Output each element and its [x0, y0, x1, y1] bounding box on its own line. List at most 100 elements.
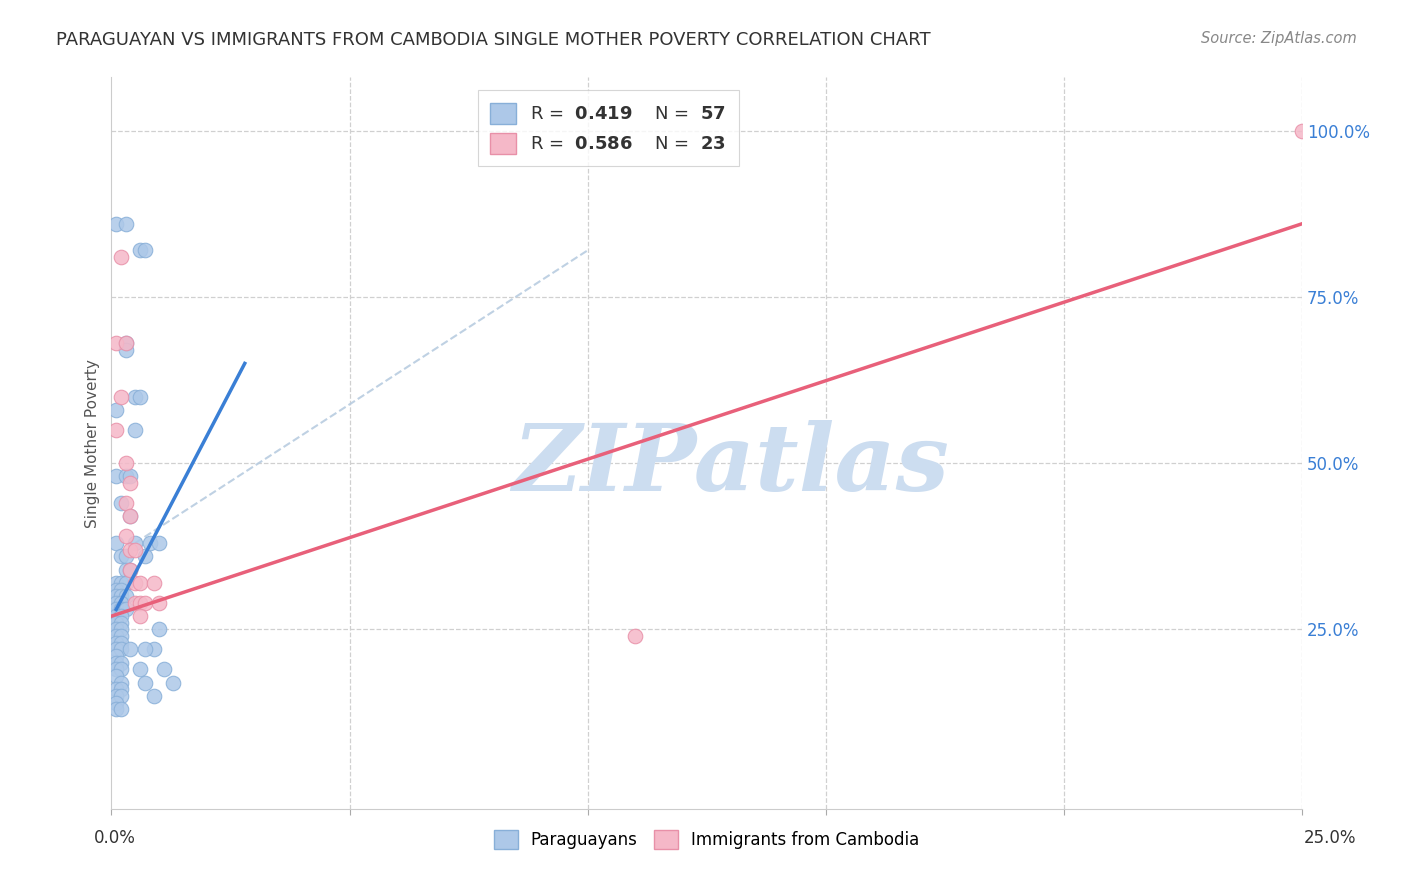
Point: [105, 682, 128, 697]
Point: [105, 656, 128, 670]
Point: [162, 675, 184, 690]
Point: [110, 602, 132, 616]
Point: [110, 662, 132, 676]
Point: [110, 623, 132, 637]
Point: [105, 423, 128, 437]
Point: [120, 509, 142, 524]
Point: [110, 575, 132, 590]
Point: [143, 642, 166, 657]
Point: [129, 662, 152, 676]
Point: [110, 615, 132, 630]
Point: [114, 563, 136, 577]
Point: [105, 696, 128, 710]
Point: [105, 596, 128, 610]
Point: [129, 609, 152, 624]
Point: [110, 582, 132, 597]
Point: [114, 336, 136, 351]
Point: [624, 629, 647, 643]
Point: [105, 636, 128, 650]
Point: [134, 642, 156, 657]
Point: [114, 602, 136, 616]
Point: [120, 642, 142, 657]
Point: [110, 702, 132, 716]
Point: [110, 390, 132, 404]
Point: [148, 536, 170, 550]
Point: [105, 336, 128, 351]
Text: ZIPatlas: ZIPatlas: [512, 420, 949, 510]
Point: [120, 476, 142, 491]
Point: [105, 669, 128, 683]
Point: [110, 656, 132, 670]
Point: [114, 217, 136, 231]
Point: [114, 589, 136, 603]
Point: [134, 244, 156, 258]
Point: [110, 682, 132, 697]
Point: [110, 636, 132, 650]
Point: [110, 549, 132, 564]
Point: [114, 575, 136, 590]
Point: [105, 642, 128, 657]
Point: [114, 496, 136, 510]
Point: [105, 609, 128, 624]
Point: [110, 589, 132, 603]
Point: [105, 623, 128, 637]
Point: [120, 563, 142, 577]
Point: [105, 217, 128, 231]
Point: [148, 596, 170, 610]
Point: [134, 596, 156, 610]
Point: [120, 542, 142, 557]
Text: 0.0%: 0.0%: [94, 829, 136, 847]
Point: [110, 496, 132, 510]
Point: [120, 563, 142, 577]
Point: [105, 403, 128, 417]
Point: [129, 244, 152, 258]
Point: [105, 648, 128, 663]
Point: [110, 596, 132, 610]
Point: [105, 469, 128, 483]
Point: [114, 469, 136, 483]
Point: [105, 575, 128, 590]
Point: [124, 575, 146, 590]
Point: [110, 642, 132, 657]
Point: [129, 575, 152, 590]
Point: [1291, 123, 1313, 137]
Point: [129, 596, 152, 610]
Point: [114, 456, 136, 470]
Text: Source: ZipAtlas.com: Source: ZipAtlas.com: [1201, 31, 1357, 46]
Point: [153, 662, 176, 676]
Point: [105, 589, 128, 603]
Point: [134, 675, 156, 690]
Point: [105, 582, 128, 597]
Point: [110, 629, 132, 643]
Legend: R =  $\mathbf{0.419}$    N =  $\mathbf{57}$, R =  $\mathbf{0.586}$    N =  $\mat: R = $\mathbf{0.419}$ N = $\mathbf{57}$, …: [478, 90, 738, 166]
Point: [134, 549, 156, 564]
Point: [110, 250, 132, 264]
Point: [129, 390, 152, 404]
Point: [143, 575, 166, 590]
Point: [114, 529, 136, 543]
Point: [105, 602, 128, 616]
Point: [124, 423, 146, 437]
Point: [114, 336, 136, 351]
Point: [105, 629, 128, 643]
Point: [138, 536, 160, 550]
Point: [148, 623, 170, 637]
Point: [105, 615, 128, 630]
Point: [124, 596, 146, 610]
Text: 25.0%: 25.0%: [1303, 829, 1357, 847]
Y-axis label: Single Mother Poverty: Single Mother Poverty: [86, 359, 100, 528]
Point: [105, 689, 128, 703]
Point: [120, 509, 142, 524]
Point: [124, 536, 146, 550]
Point: [114, 549, 136, 564]
Point: [110, 675, 132, 690]
Point: [105, 662, 128, 676]
Point: [105, 702, 128, 716]
Point: [110, 609, 132, 624]
Point: [110, 689, 132, 703]
Text: PARAGUAYAN VS IMMIGRANTS FROM CAMBODIA SINGLE MOTHER POVERTY CORRELATION CHART: PARAGUAYAN VS IMMIGRANTS FROM CAMBODIA S…: [56, 31, 931, 49]
Point: [120, 469, 142, 483]
Point: [143, 689, 166, 703]
Point: [124, 390, 146, 404]
Point: [114, 343, 136, 358]
